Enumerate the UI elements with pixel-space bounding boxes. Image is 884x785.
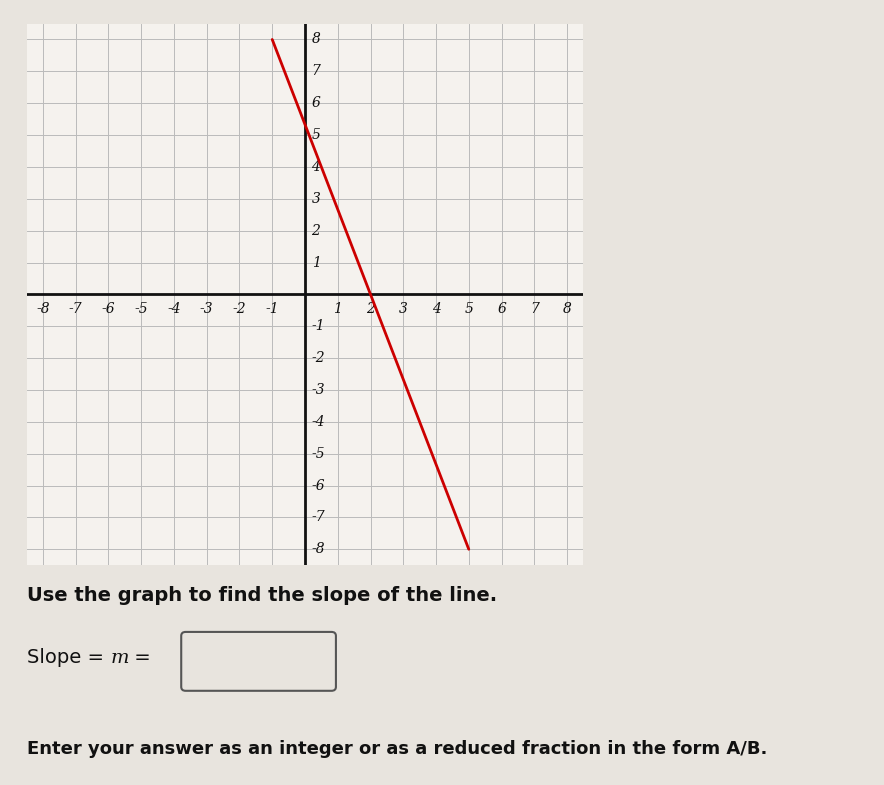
Text: -2: -2 <box>311 351 325 365</box>
Text: -1: -1 <box>265 302 279 316</box>
Text: 2: 2 <box>311 224 320 238</box>
Text: -6: -6 <box>311 479 325 492</box>
Text: m: m <box>110 649 129 667</box>
Text: -5: -5 <box>311 447 325 461</box>
Text: -8: -8 <box>311 542 325 557</box>
Text: 1: 1 <box>333 302 342 316</box>
Text: 1: 1 <box>311 255 320 269</box>
Text: Slope =: Slope = <box>27 648 110 667</box>
Text: -4: -4 <box>311 414 325 429</box>
Text: Enter your answer as an integer or as a reduced fraction in the form A/B.: Enter your answer as an integer or as a … <box>27 739 767 758</box>
Text: 2: 2 <box>366 302 375 316</box>
Text: 4: 4 <box>311 160 320 174</box>
Text: 7: 7 <box>311 64 320 78</box>
Text: -4: -4 <box>167 302 180 316</box>
Text: -3: -3 <box>311 383 325 397</box>
FancyBboxPatch shape <box>181 632 336 691</box>
Text: 8: 8 <box>311 32 320 46</box>
Text: 4: 4 <box>431 302 440 316</box>
Text: 6: 6 <box>497 302 506 316</box>
Text: 3: 3 <box>399 302 408 316</box>
Text: 8: 8 <box>562 302 571 316</box>
Text: -8: -8 <box>36 302 50 316</box>
Text: -6: -6 <box>102 302 115 316</box>
Text: =: = <box>128 648 151 667</box>
Text: 3: 3 <box>311 192 320 206</box>
Text: 5: 5 <box>311 128 320 142</box>
Text: Use the graph to find the slope of the line.: Use the graph to find the slope of the l… <box>27 586 497 604</box>
Text: -5: -5 <box>134 302 148 316</box>
Text: -7: -7 <box>69 302 82 316</box>
Text: 6: 6 <box>311 97 320 110</box>
Text: 5: 5 <box>464 302 473 316</box>
Text: 7: 7 <box>530 302 538 316</box>
Text: -3: -3 <box>200 302 214 316</box>
Text: -7: -7 <box>311 510 325 524</box>
Text: -1: -1 <box>311 319 325 334</box>
Text: -2: -2 <box>232 302 247 316</box>
